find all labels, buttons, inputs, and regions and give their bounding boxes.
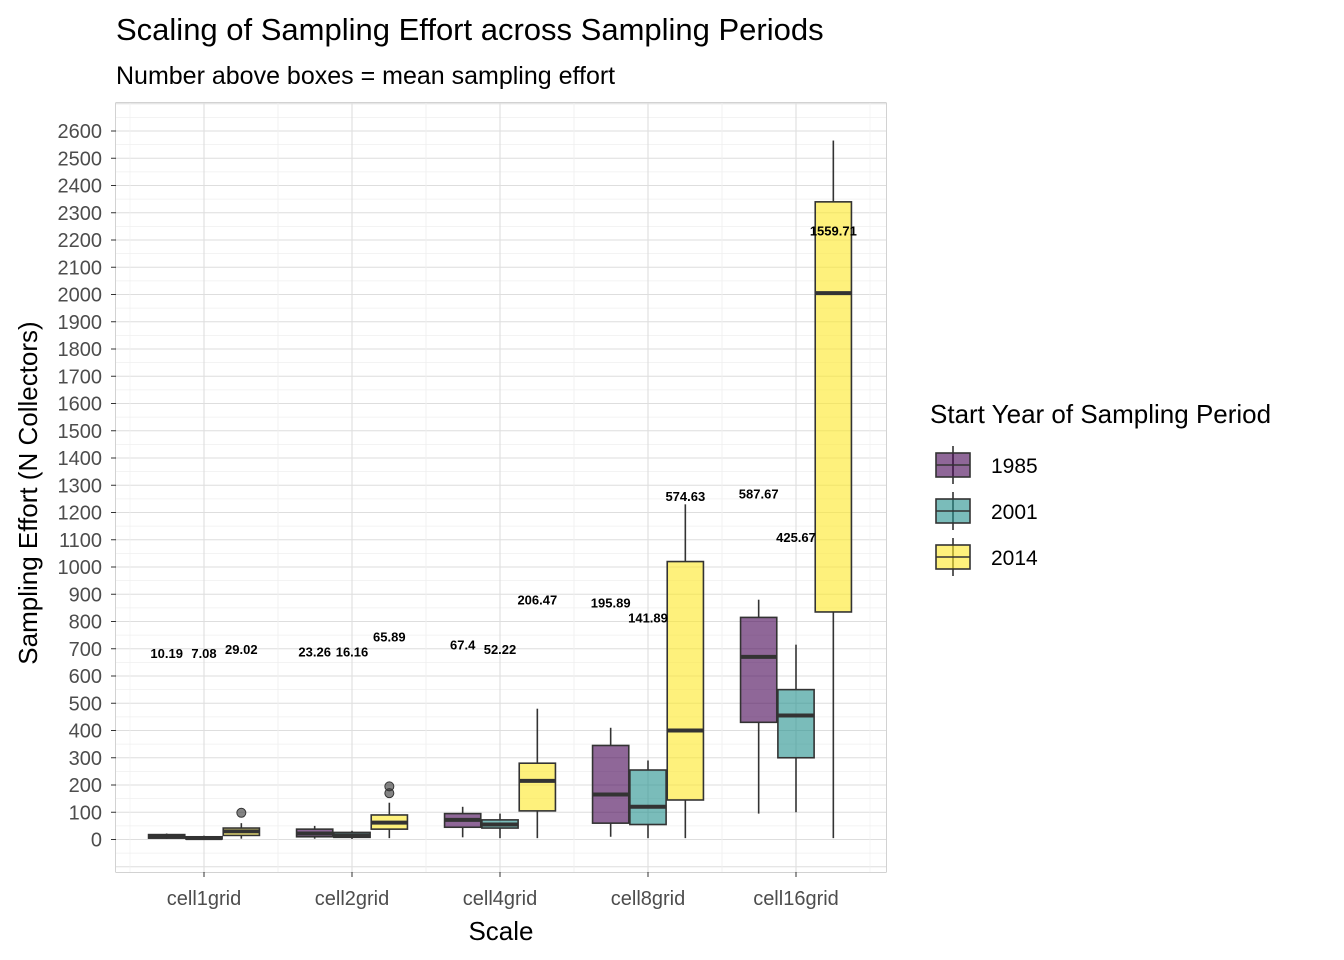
y-tick-label: 800	[69, 612, 102, 634]
mean-label: 16.16	[336, 644, 369, 659]
x-tick-label: cell1grid	[167, 888, 241, 910]
legend-label: 2014	[991, 547, 1038, 570]
mean-label: 10.19	[150, 646, 183, 661]
y-axis-title: Sampling Effort (N Collectors)	[13, 321, 43, 664]
box-2001-cell8grid	[629, 760, 667, 839]
box-1985-cell8grid	[591, 727, 630, 837]
box-2001-cell2grid	[333, 830, 371, 839]
y-tick-label: 300	[69, 748, 102, 770]
y-tick-label: 2400	[58, 176, 103, 198]
box-2001-cell16grid	[777, 644, 815, 813]
x-axis: cell1grid cell2grid cell4grid cell8grid cell…	[167, 872, 839, 910]
y-tick-label: 900	[69, 584, 102, 606]
box-1985-cell16grid	[739, 599, 778, 814]
box-2014-cell16grid	[814, 140, 853, 839]
mean-label: 65.89	[373, 629, 406, 644]
mean-label: 7.08	[191, 646, 216, 661]
y-tick-label: 2300	[58, 203, 103, 225]
grid-lines	[116, 103, 886, 872]
mean-label: 141.89	[628, 610, 668, 625]
box-2001-cell1grid	[185, 835, 223, 841]
box-2014-cell8grid	[666, 504, 705, 839]
y-tick-label: 400	[69, 721, 102, 743]
box-1985-cell1grid	[147, 833, 186, 839]
y-tick-label: 1200	[58, 503, 103, 525]
mean-label: 1559.71	[810, 223, 857, 238]
y-tick-label: 200	[69, 775, 102, 797]
y-tick-label: 1700	[58, 366, 103, 388]
legend-item-2001: 2001	[935, 492, 1038, 530]
box-1985-cell2grid	[295, 825, 334, 839]
mean-label: 23.26	[298, 644, 331, 659]
x-tick-label: cell8grid	[611, 888, 685, 910]
box-body	[739, 616, 778, 724]
x-tick-label: cell16grid	[753, 888, 839, 910]
box-body	[814, 201, 853, 613]
boxes	[147, 140, 853, 841]
box-1985-cell4grid	[443, 806, 482, 838]
y-tick-label: 1400	[58, 448, 103, 470]
legend-label: 1985	[991, 455, 1038, 478]
box-body	[518, 762, 557, 812]
chart-subtitle: Number above boxes = mean sampling effor…	[116, 62, 615, 90]
mean-label: 206.47	[517, 593, 557, 608]
mean-label: 574.63	[665, 489, 705, 504]
y-tick-label: 1900	[58, 312, 103, 334]
y-tick-label: 1300	[58, 475, 103, 497]
box-body	[666, 560, 705, 801]
legend-label: 2001	[991, 501, 1038, 524]
y-tick-label: 600	[69, 666, 102, 688]
x-tick-label: cell2grid	[315, 888, 389, 910]
box-2014-cell1grid	[222, 807, 261, 839]
chart-title: Scaling of Sampling Effort across Sampli…	[116, 12, 824, 47]
x-tick-label: cell4grid	[463, 888, 537, 910]
mean-labels: 10.19 23.26 67.4 195.89 587.67 7.08 16.16 52.22…	[150, 223, 856, 660]
box-2014-cell4grid	[518, 708, 557, 839]
outlier-point	[384, 781, 395, 792]
mean-label: 587.67	[739, 486, 779, 501]
y-tick-label: 100	[69, 802, 102, 824]
x-axis-title: Scale	[468, 916, 533, 946]
y-tick-label: 500	[69, 693, 102, 715]
box-body	[629, 769, 667, 826]
y-tick-label: 2100	[58, 257, 103, 279]
box-2001-cell4grid	[481, 813, 519, 839]
y-tick-label: 1600	[58, 394, 103, 416]
y-tick-label: 2600	[58, 121, 103, 143]
y-tick-label: 2500	[58, 148, 103, 170]
y-tick-label: 1500	[58, 421, 103, 443]
y-tick-label: 0	[91, 830, 102, 852]
y-tick-label: 1800	[58, 339, 103, 361]
mean-label: 195.89	[591, 595, 631, 610]
outlier-point	[236, 807, 247, 818]
box-body	[591, 744, 630, 824]
y-tick-label: 2000	[58, 285, 103, 307]
mean-label: 67.4	[450, 638, 476, 653]
y-tick-label: 700	[69, 639, 102, 661]
y-axis: 0 100 200 300 400 500 600 700 800 900 1000 1100 1200…	[58, 121, 116, 852]
box-body	[777, 688, 815, 759]
legend-items: 1985 2001 2014	[935, 446, 1038, 576]
y-tick-label: 1100	[59, 530, 102, 552]
mean-label: 29.02	[225, 642, 258, 657]
legend-title: Start Year of Sampling Period	[930, 399, 1271, 429]
mean-label: 52.22	[484, 642, 517, 657]
mean-label: 425.67	[776, 530, 816, 545]
y-tick-label: 1000	[58, 557, 103, 579]
legend: Start Year of Sampling Period 1985 2001 20…	[930, 399, 1271, 576]
legend-item-2014: 2014	[935, 538, 1038, 576]
legend-item-1985: 1985	[935, 446, 1038, 484]
box-2014-cell2grid	[370, 781, 409, 839]
y-tick-label: 2200	[58, 230, 103, 252]
